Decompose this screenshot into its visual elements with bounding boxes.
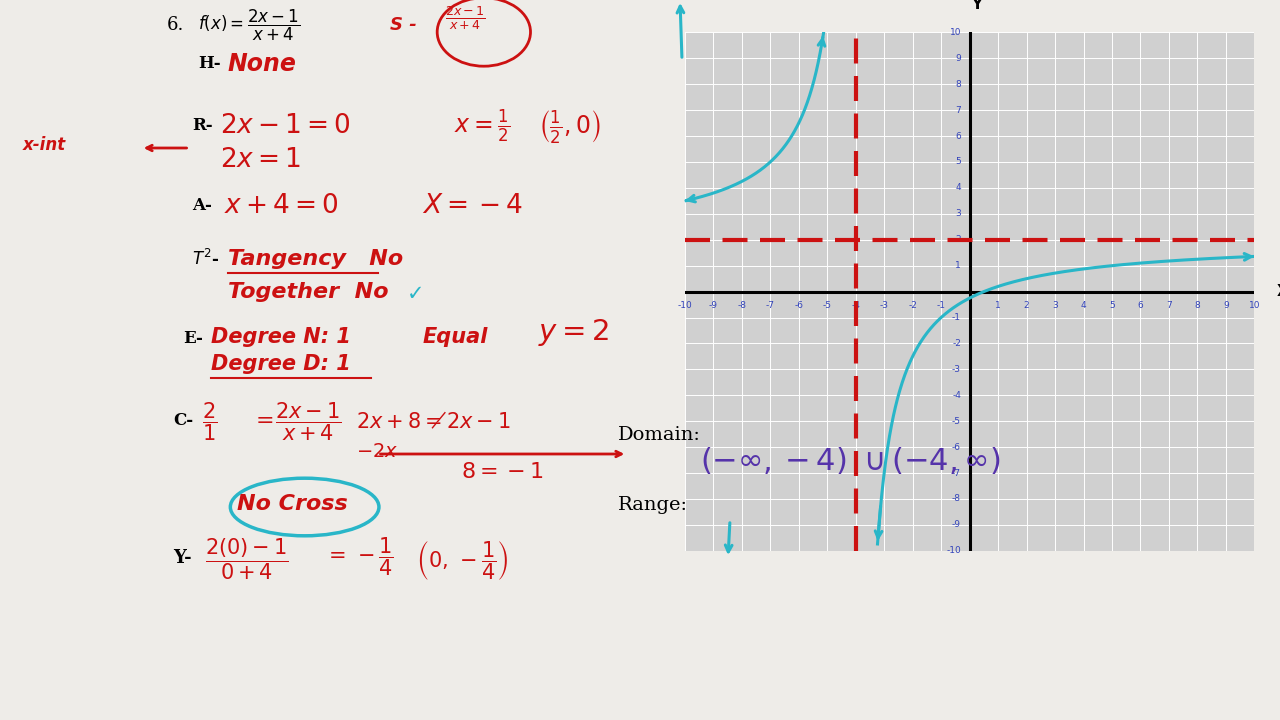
- Text: $f(x) = \dfrac{2x-1}{x+4}$: $f(x) = \dfrac{2x-1}{x+4}$: [198, 7, 301, 42]
- Text: 1: 1: [955, 261, 961, 270]
- Text: 7: 7: [955, 106, 961, 114]
- Text: -1: -1: [952, 313, 961, 322]
- Text: -9: -9: [709, 301, 718, 310]
- Text: C-: C-: [173, 412, 193, 429]
- Text: 5: 5: [955, 158, 961, 166]
- Text: $\dfrac{2(0)-1}{0+4}$: $\dfrac{2(0)-1}{0+4}$: [205, 536, 288, 582]
- Text: -4: -4: [851, 301, 860, 310]
- Text: 1: 1: [996, 301, 1001, 310]
- Text: -5: -5: [952, 417, 961, 426]
- Text: x-int: x-int: [23, 136, 67, 154]
- Text: 8: 8: [955, 80, 961, 89]
- Text: -9: -9: [952, 521, 961, 529]
- Text: 4: 4: [1080, 301, 1087, 310]
- Text: $-2x$: $-2x$: [356, 442, 398, 461]
- Text: $\left(0,\,-\dfrac{1}{4}\right)$: $\left(0,\,-\dfrac{1}{4}\right)$: [416, 539, 508, 582]
- Text: 8: 8: [1194, 301, 1201, 310]
- Text: 6: 6: [1138, 301, 1143, 310]
- Text: $T^2$-: $T^2$-: [192, 249, 219, 269]
- Text: $x+4=0$: $x+4=0$: [224, 193, 339, 219]
- Text: -10: -10: [677, 301, 692, 310]
- Text: -8: -8: [952, 495, 961, 503]
- Text: $2x+8=\not{2}x-1$: $2x+8=\not{2}x-1$: [356, 410, 511, 432]
- Text: Equal: Equal: [422, 327, 488, 347]
- Text: None: None: [228, 52, 297, 76]
- Text: -4: -4: [952, 391, 961, 400]
- Text: Domain:: Domain:: [618, 426, 701, 444]
- Text: -6: -6: [952, 443, 961, 451]
- Text: H-: H-: [198, 55, 221, 72]
- Text: $X=-4$: $X=-4$: [422, 193, 524, 219]
- Text: Y: Y: [972, 0, 982, 12]
- Text: -3: -3: [879, 301, 888, 310]
- Text: -8: -8: [737, 301, 746, 310]
- Text: E-: E-: [183, 330, 204, 347]
- Text: $2x-1=0$: $2x-1=0$: [220, 113, 351, 139]
- Text: Degree D: 1: Degree D: 1: [211, 354, 351, 374]
- Text: A-: A-: [192, 197, 212, 214]
- Text: 3: 3: [955, 210, 961, 218]
- Text: 10: 10: [1249, 301, 1260, 310]
- Text: $=$: $=$: [251, 409, 274, 429]
- Text: -10: -10: [946, 546, 961, 555]
- Text: 6.: 6.: [166, 16, 184, 34]
- Text: $2x=1$: $2x=1$: [220, 147, 301, 173]
- Text: $\frac{2x-1}{x+4}$: $\frac{2x-1}{x+4}$: [445, 4, 486, 32]
- Text: -2: -2: [909, 301, 916, 310]
- Text: Tangency   No: Tangency No: [228, 249, 403, 269]
- Text: $\dfrac{2x-1}{x+4}$: $\dfrac{2x-1}{x+4}$: [275, 400, 342, 443]
- Text: S -: S -: [390, 16, 417, 34]
- Text: 2: 2: [1024, 301, 1029, 310]
- Text: 10: 10: [950, 28, 961, 37]
- Text: -2: -2: [952, 339, 961, 348]
- Text: $(-\infty,-4)\ \cup(-4,\infty)$: $(-\infty,-4)\ \cup(-4,\infty)$: [700, 445, 1001, 476]
- Text: -1: -1: [937, 301, 946, 310]
- Text: $y=2$: $y=2$: [538, 317, 609, 348]
- Text: -3: -3: [952, 365, 961, 374]
- Text: -6: -6: [794, 301, 804, 310]
- Text: $x=\frac{1}{2}$: $x=\frac{1}{2}$: [454, 107, 511, 145]
- Text: X: X: [1277, 284, 1280, 299]
- Text: Together  No: Together No: [228, 282, 388, 302]
- Text: 4: 4: [955, 184, 961, 192]
- Text: 5: 5: [1110, 301, 1115, 310]
- Text: Y-: Y-: [173, 549, 192, 567]
- Text: Range:: Range:: [618, 496, 689, 514]
- Text: 3: 3: [1052, 301, 1057, 310]
- Text: Degree N: 1: Degree N: 1: [211, 327, 351, 347]
- Text: $8=-1$: $8=-1$: [461, 462, 544, 482]
- Text: ✓: ✓: [407, 284, 425, 304]
- Text: 9: 9: [1224, 301, 1229, 310]
- Text: $=\,-\dfrac{1}{4}$: $=\,-\dfrac{1}{4}$: [324, 536, 394, 578]
- Text: $\dfrac{2}{1}$: $\dfrac{2}{1}$: [202, 400, 218, 443]
- Text: $\left(\frac{1}{2},0\right)$: $\left(\frac{1}{2},0\right)$: [538, 107, 600, 145]
- Text: 7: 7: [1166, 301, 1171, 310]
- Text: -7: -7: [765, 301, 774, 310]
- Text: -7: -7: [952, 469, 961, 477]
- Text: 6: 6: [955, 132, 961, 140]
- Text: -5: -5: [823, 301, 832, 310]
- Text: No Cross: No Cross: [237, 494, 348, 514]
- Text: 9: 9: [955, 54, 961, 63]
- Text: R-: R-: [192, 117, 212, 134]
- Text: 2: 2: [955, 235, 961, 244]
